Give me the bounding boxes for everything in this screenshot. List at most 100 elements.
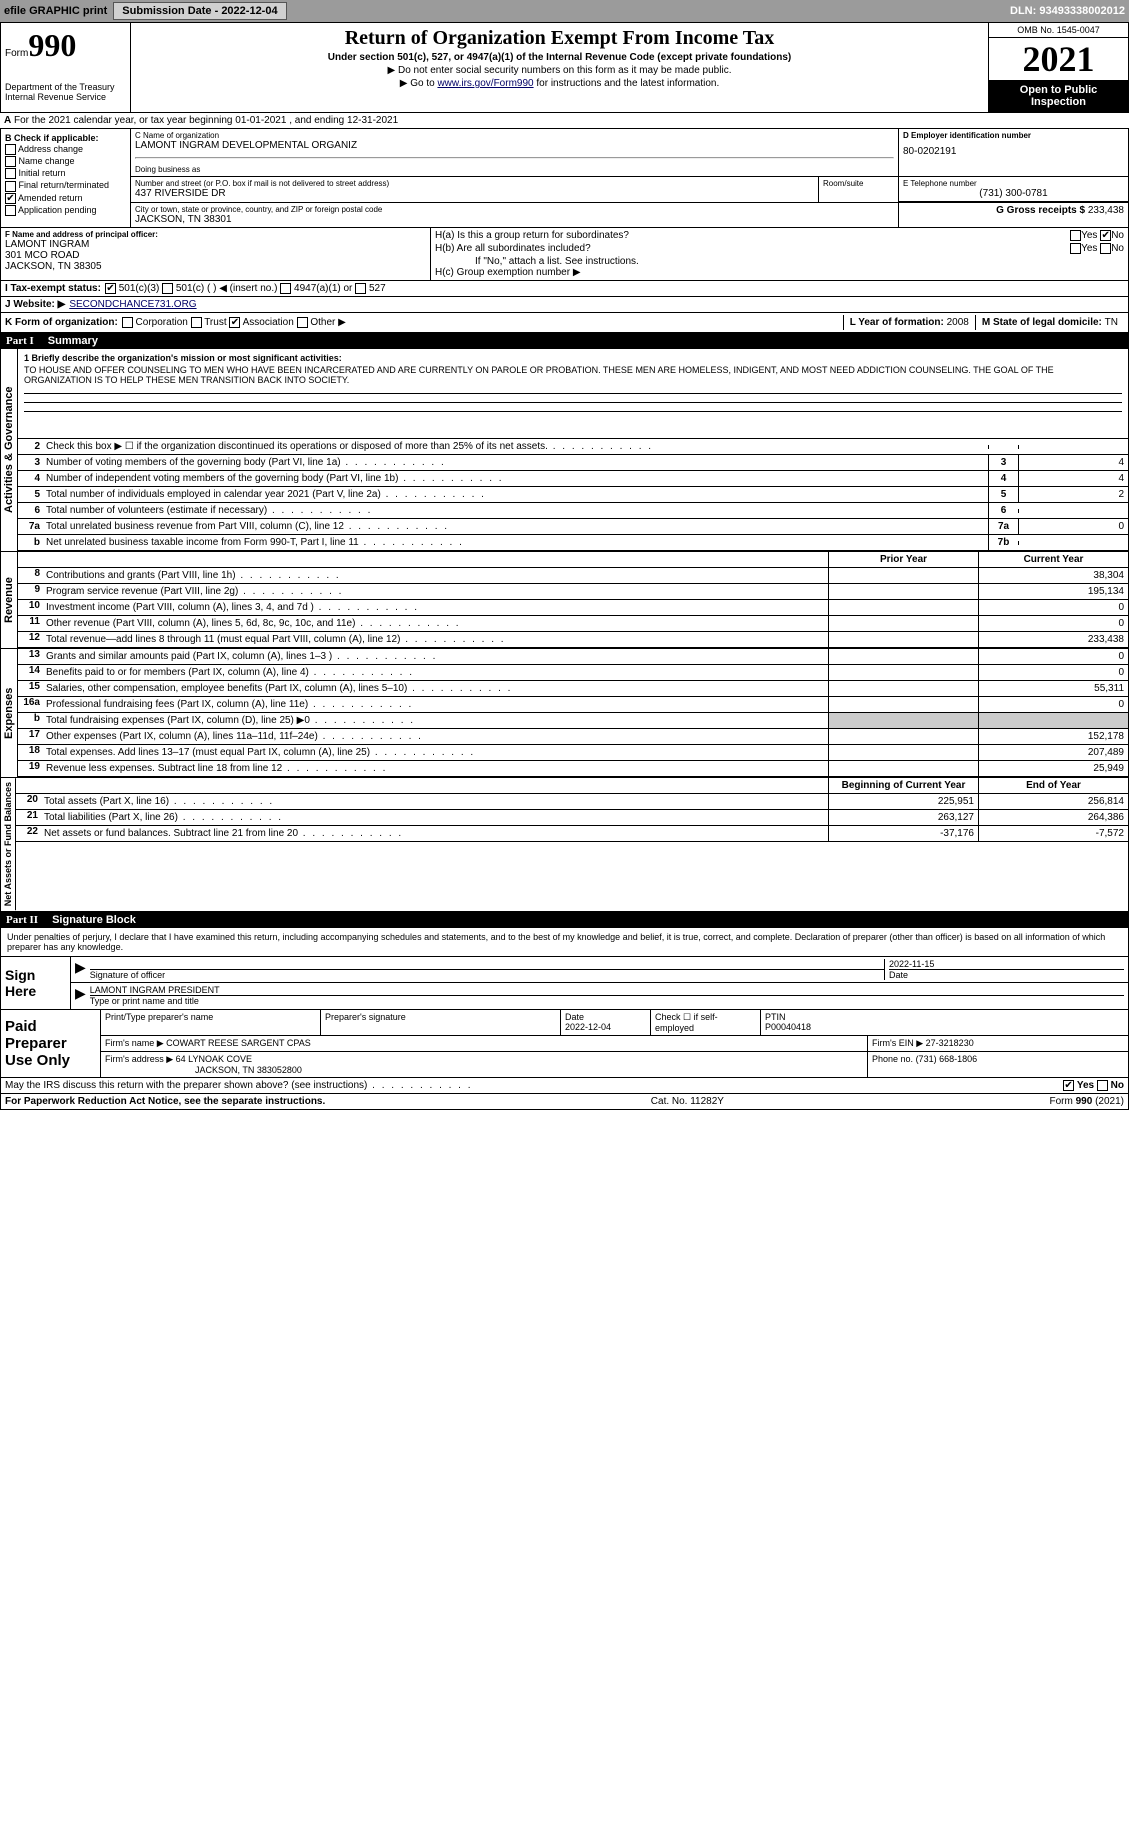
omb-number: OMB No. 1545-0047: [989, 23, 1128, 38]
officer-addr2: JACKSON, TN 38305: [5, 261, 426, 272]
firm-address: 64 LYNOAK COVE: [176, 1054, 252, 1064]
website-label: J Website: ▶: [5, 299, 65, 310]
part1-header: Part I Summary: [0, 333, 1129, 349]
entity-block: B Check if applicable: Address change Na…: [0, 129, 1129, 228]
dba-label: Doing business as: [135, 165, 894, 174]
sig-date-label: Date: [889, 969, 1124, 980]
submission-date-button[interactable]: Submission Date - 2022-12-04: [113, 2, 286, 20]
gross-receipts: 233,438: [1088, 205, 1124, 216]
ha-label: H(a) Is this a group return for subordin…: [435, 230, 629, 241]
block-b-header: B Check if applicable:: [5, 133, 126, 143]
financial-row: 19Revenue less expenses. Subtract line 1…: [18, 761, 1128, 777]
summary-row: 4Number of independent voting members of…: [18, 471, 1128, 487]
kform-label: K Form of organization:: [5, 317, 118, 328]
subtitle: Under section 501(c), 527, or 4947(a)(1)…: [135, 52, 984, 63]
taxstatus-checkbox[interactable]: [105, 283, 116, 294]
netassets-section: Net Assets or Fund Balances Beginning of…: [0, 778, 1129, 911]
block-d-label: D Employer identification number: [903, 131, 1124, 140]
financial-row: 9Program service revenue (Part VIII, lin…: [18, 584, 1128, 600]
goto-line: ▶ Go to www.irs.gov/Form990 for instruct…: [135, 78, 984, 89]
tax-year: 2021: [989, 38, 1128, 80]
financial-row: 21Total liabilities (Part X, line 26)263…: [16, 810, 1128, 826]
financial-row: 20Total assets (Part X, line 16)225,9512…: [16, 794, 1128, 810]
checkbox-icon[interactable]: [5, 168, 16, 179]
part2-title: Signature Block: [52, 914, 136, 926]
hb-no-checkbox[interactable]: [1100, 243, 1111, 254]
financial-row: 16aProfessional fundraising fees (Part I…: [18, 697, 1128, 713]
kform-checkbox[interactable]: [122, 317, 133, 328]
footer-row: For Paperwork Reduction Act Notice, see …: [0, 1094, 1129, 1110]
financial-row: bTotal fundraising expenses (Part IX, co…: [18, 713, 1128, 729]
taxstatus-checkbox[interactable]: [162, 283, 173, 294]
check-initial-return[interactable]: Initial return: [5, 168, 126, 179]
firm-phone: (731) 668-1806: [916, 1054, 978, 1064]
form-header: Form990 Department of the Treasury Inter…: [0, 22, 1129, 113]
website-link[interactable]: SECONDCHANCE731.ORG: [69, 299, 196, 310]
check-amended-return[interactable]: Amended return: [5, 193, 126, 204]
check-name-change[interactable]: Name change: [5, 156, 126, 167]
ein-value: 80-0202191: [903, 146, 1124, 157]
checkbox-icon[interactable]: [5, 156, 16, 167]
pra-notice: For Paperwork Reduction Act Notice, see …: [5, 1096, 325, 1107]
hb-label: H(b) Are all subordinates included?: [435, 243, 591, 254]
block-b-checks: B Check if applicable: Address change Na…: [1, 129, 131, 227]
revenue-tab: Revenue: [1, 552, 18, 648]
part1-num: Part I: [6, 335, 34, 347]
checkbox-icon[interactable]: [5, 205, 16, 216]
tax-status-row: I Tax-exempt status: 501(c)(3) 501(c) ( …: [0, 281, 1129, 297]
checkbox-icon[interactable]: [5, 193, 16, 204]
ha-yes-checkbox[interactable]: [1070, 230, 1081, 241]
name-title-label: Type or print name and title: [90, 995, 1124, 1006]
taxstatus-checkbox[interactable]: [355, 283, 366, 294]
city-value: JACKSON, TN 38301: [135, 214, 894, 225]
tax-status-label: I Tax-exempt status:: [5, 283, 101, 294]
room-label: Room/suite: [823, 179, 894, 188]
discuss-yes-checkbox[interactable]: [1063, 1080, 1074, 1091]
form-word: Form: [5, 48, 28, 59]
m-label: M State of legal domicile:: [982, 317, 1105, 328]
discuss-question: May the IRS discuss this return with the…: [5, 1080, 473, 1091]
kform-checkbox[interactable]: [297, 317, 308, 328]
mission-block: 1 Briefly describe the organization's mi…: [18, 349, 1128, 439]
hb-note: If "No," attach a list. See instructions…: [435, 256, 1124, 267]
governance-tab: Activities & Governance: [1, 349, 18, 551]
mission-text: TO HOUSE AND OFFER COUNSELING TO MEN WHO…: [24, 365, 1122, 385]
dln-label: DLN: 93493338002012: [1010, 5, 1125, 17]
ha-no-checkbox[interactable]: [1100, 230, 1111, 241]
financial-row: 10Investment income (Part VIII, column (…: [18, 600, 1128, 616]
officer-name: LAMONT INGRAM: [5, 239, 426, 250]
form-990: 990: [28, 27, 76, 63]
kform-checkbox[interactable]: [229, 317, 240, 328]
block-c-label: C Name of organization: [135, 131, 894, 140]
city-label: City or town, state or province, country…: [135, 205, 894, 214]
kform-row: K Form of organization: Corporation Trus…: [0, 313, 1129, 333]
officer-sig-label: Signature of officer: [90, 969, 884, 980]
irs-link[interactable]: www.irs.gov/Form990: [437, 78, 533, 89]
discuss-no-checkbox[interactable]: [1097, 1080, 1108, 1091]
check-address-change[interactable]: Address change: [5, 144, 126, 155]
netassets-tab: Net Assets or Fund Balances: [1, 778, 16, 910]
l-label: L Year of formation:: [850, 317, 947, 328]
firm-ein: 27-3218230: [926, 1038, 974, 1048]
addr-label: Number and street (or P.O. box if mail i…: [135, 179, 814, 188]
financial-row: 11Other revenue (Part VIII, column (A), …: [18, 616, 1128, 632]
part2-num: Part II: [6, 914, 38, 926]
check-application-pending[interactable]: Application pending: [5, 205, 126, 216]
checkbox-icon[interactable]: [5, 144, 16, 155]
hc-label: H(c) Group exemption number ▶: [435, 267, 1124, 278]
ssn-warning: ▶ Do not enter social security numbers o…: [135, 65, 984, 76]
check-final-return-terminated[interactable]: Final return/terminated: [5, 180, 126, 191]
taxstatus-checkbox[interactable]: [280, 283, 291, 294]
period-line: A For the 2021 calendar year, or tax yea…: [0, 113, 1129, 129]
self-employed-check[interactable]: Check ☐ if self-employed: [651, 1010, 761, 1035]
kform-checkbox[interactable]: [191, 317, 202, 328]
hb-yes-checkbox[interactable]: [1070, 243, 1081, 254]
checkbox-icon[interactable]: [5, 181, 16, 192]
financial-row: 13Grants and similar amounts paid (Part …: [18, 649, 1128, 665]
financial-row: 22Net assets or fund balances. Subtract …: [16, 826, 1128, 842]
block-f-label: F Name and address of principal officer:: [5, 230, 426, 239]
summary-row: 2Check this box ▶ ☐ if the organization …: [18, 439, 1128, 455]
m-value: TN: [1105, 317, 1118, 328]
financial-row: 14Benefits paid to or for members (Part …: [18, 665, 1128, 681]
sign-here-label: Sign Here: [1, 957, 71, 1009]
